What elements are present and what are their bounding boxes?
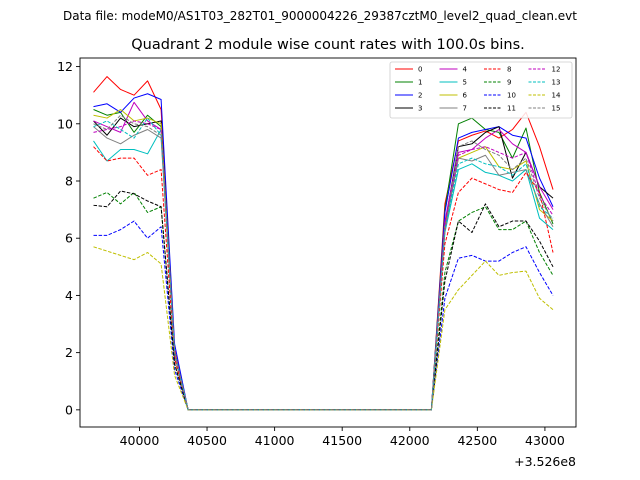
y-tick-label: 2 (65, 345, 73, 360)
legend-label-1: 1 (418, 79, 422, 87)
y-tick-label: 0 (65, 402, 73, 417)
x-tick-label: 42500 (457, 433, 497, 448)
legend-label-11: 11 (507, 105, 516, 113)
legend-box (389, 61, 573, 119)
legend-label-13: 13 (552, 79, 561, 87)
legend-label-2: 2 (418, 92, 422, 100)
series-line-13 (93, 117, 554, 411)
series-line-15 (93, 114, 554, 411)
x-tick-label: 41000 (255, 433, 295, 448)
y-tick-label: 8 (65, 174, 73, 189)
legend-label-8: 8 (507, 66, 511, 74)
chart-suptitle: Data file: modeM0/AS1T03_282T01_90000042… (63, 9, 577, 23)
y-tick-label: 6 (65, 231, 73, 246)
axes-frame (79, 57, 577, 428)
series-line-10 (93, 220, 554, 411)
plot-area (93, 76, 554, 411)
x-tick-label: 41500 (322, 433, 362, 448)
x-tick-label: 43000 (525, 433, 565, 448)
y-tick-label: 12 (57, 59, 73, 74)
legend-label-12: 12 (552, 66, 561, 74)
x-tick-label: 40500 (187, 433, 227, 448)
chart-title: Quadrant 2 module wise count rates with … (131, 37, 525, 53)
legend-label-10: 10 (507, 92, 516, 100)
legend-label-7: 7 (463, 105, 467, 113)
legend-label-14: 14 (552, 92, 561, 100)
series-line-11 (93, 190, 554, 411)
y-tick-label: 4 (65, 288, 73, 303)
series-line-7 (93, 126, 554, 411)
y-tick-label: 10 (57, 116, 73, 131)
legend-label-4: 4 (463, 66, 468, 74)
x-axis: 40000 40500 41000 41500 42000 42500 43000 (120, 427, 565, 448)
y-axis: 0 2 4 6 8 10 12 (57, 59, 80, 417)
x-tick-label: 42000 (390, 433, 430, 448)
series-line-9 (93, 191, 554, 411)
x-offset-label: +3.526e8 (514, 454, 576, 469)
legend-label-15: 15 (552, 105, 561, 113)
x-tick-label: 40000 (120, 433, 160, 448)
series-line-5 (93, 129, 554, 411)
legend-label-3: 3 (418, 105, 422, 113)
series-line-14 (93, 246, 554, 411)
legend-label-6: 6 (463, 92, 468, 100)
legend-label-0: 0 (418, 66, 422, 74)
legend-label-5: 5 (463, 79, 467, 87)
legend-label-9: 9 (507, 79, 511, 87)
